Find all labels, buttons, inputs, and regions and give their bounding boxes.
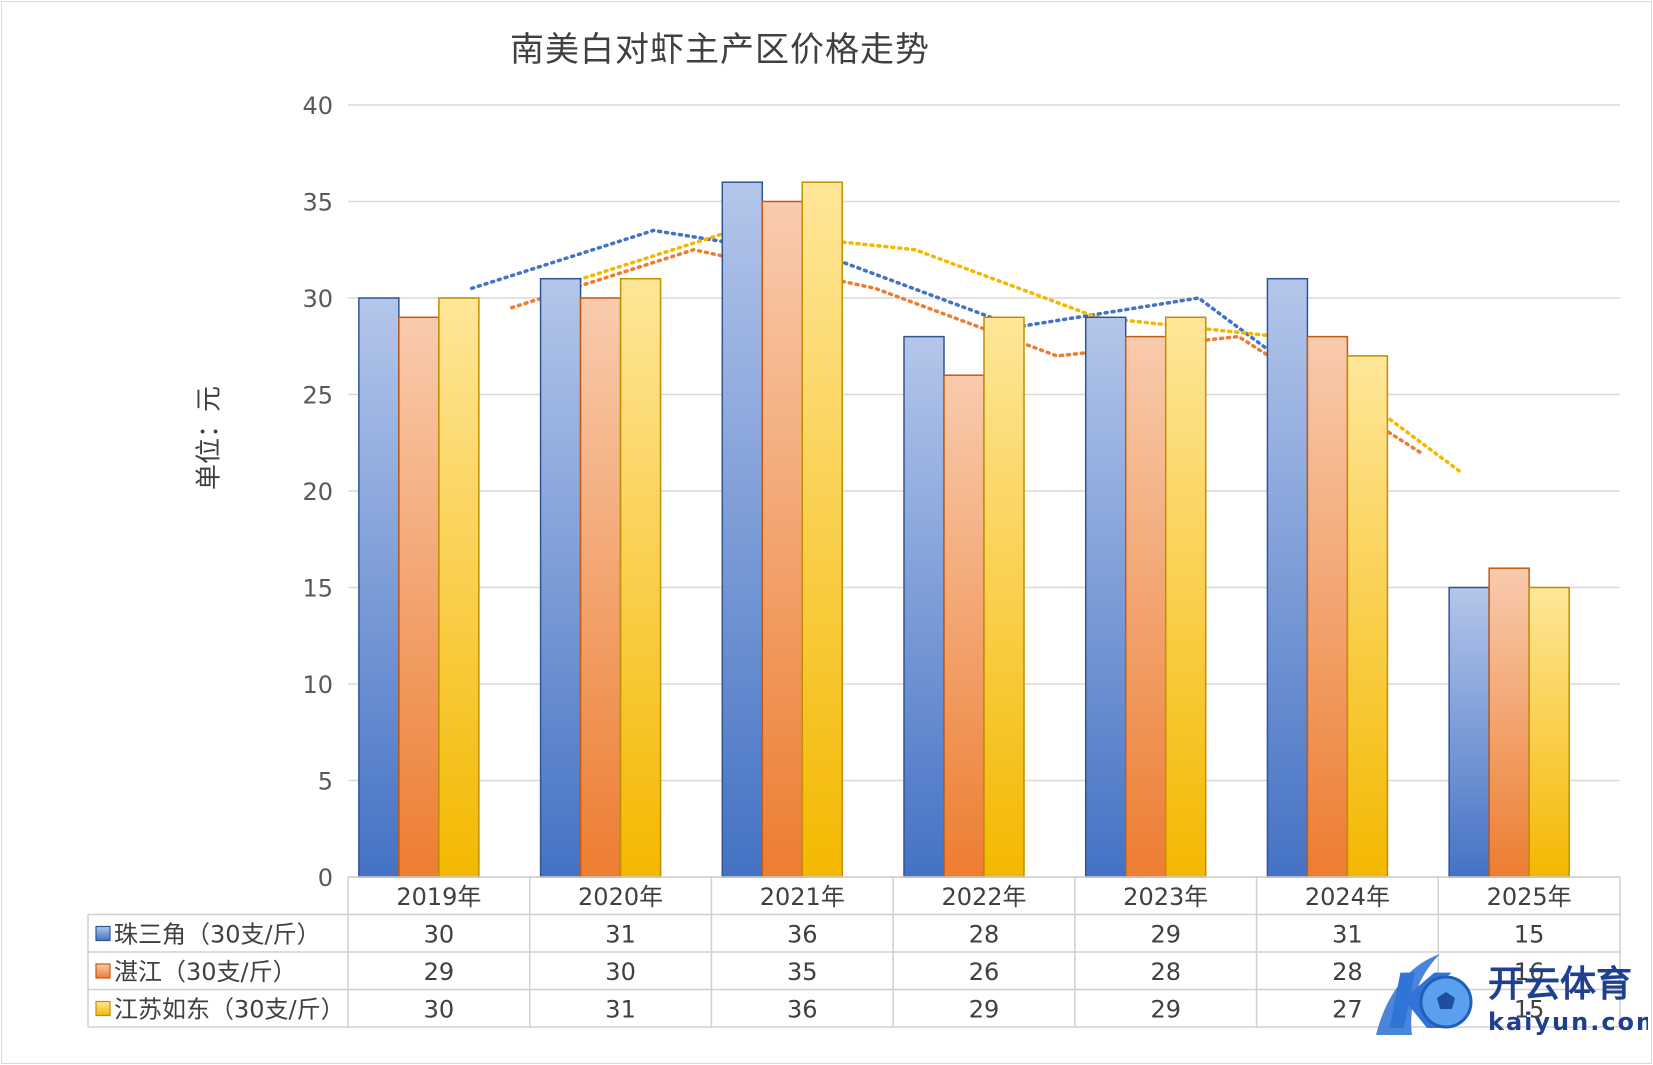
legend-entry: 江苏如东（30支/斤） bbox=[114, 996, 345, 1024]
data-label: 31 bbox=[1332, 921, 1363, 949]
x-tick-label: 2020年 bbox=[578, 883, 663, 911]
y-tick-label: 35 bbox=[302, 189, 333, 217]
y-tick-labels: 0 5 10 15 20 25 30 35 40 bbox=[302, 92, 333, 892]
watermark-logo: K 开云体育 kaiyun.com bbox=[1368, 940, 1653, 1050]
x-tick-label: 2023年 bbox=[1123, 883, 1208, 911]
bar bbox=[903, 335, 945, 878]
legend-entry: 珠三角（30支/斤） bbox=[114, 921, 321, 949]
trend-line bbox=[469, 228, 1383, 435]
data-label: 30 bbox=[424, 921, 455, 949]
bar bbox=[721, 181, 764, 878]
bar bbox=[1346, 355, 1389, 878]
data-label: 29 bbox=[424, 958, 455, 986]
data-label: 31 bbox=[605, 996, 636, 1024]
legend-key bbox=[95, 963, 111, 979]
data-label: 35 bbox=[787, 958, 818, 986]
data-label: 16 bbox=[1514, 958, 1545, 986]
y-tick-label: 5 bbox=[318, 768, 333, 796]
legend-key bbox=[95, 1000, 111, 1017]
x-tick-label: 2021年 bbox=[760, 883, 845, 911]
legend-entry: 湛江（30支/斤） bbox=[114, 958, 297, 986]
chart-title: 南美白对虾主产区价格走势 bbox=[510, 30, 930, 70]
legend-key bbox=[95, 925, 111, 942]
bar bbox=[579, 297, 622, 878]
data-label: 28 bbox=[969, 921, 1000, 949]
data-label: 15 bbox=[1514, 921, 1545, 949]
data-label: 30 bbox=[605, 958, 636, 986]
bar bbox=[1528, 586, 1570, 878]
bar bbox=[398, 316, 440, 878]
bar bbox=[358, 297, 400, 878]
bar bbox=[1448, 586, 1490, 878]
y-tick-label: 0 bbox=[318, 864, 333, 892]
trend-lines bbox=[469, 228, 1463, 474]
bar bbox=[438, 297, 480, 878]
data-label: 29 bbox=[969, 996, 1000, 1024]
y-tick-label: 40 bbox=[302, 92, 333, 120]
trend-line bbox=[549, 228, 1463, 474]
bar bbox=[801, 181, 844, 878]
data-label: 15 bbox=[1514, 996, 1545, 1024]
data-label: 36 bbox=[787, 921, 818, 949]
bar bbox=[1488, 567, 1530, 878]
bar bbox=[539, 277, 582, 878]
bar bbox=[983, 316, 1025, 878]
x-tick-label: 2024年 bbox=[1305, 883, 1390, 911]
logo-swoosh bbox=[1376, 954, 1440, 1035]
bars bbox=[358, 181, 1570, 878]
y-tick-label: 30 bbox=[302, 285, 333, 313]
data-label: 30 bbox=[424, 996, 455, 1024]
data-label: 36 bbox=[787, 996, 818, 1024]
y-tick-label: 25 bbox=[302, 382, 333, 410]
brand-name: 开云体育 bbox=[1488, 964, 1632, 1005]
bar bbox=[1266, 277, 1309, 878]
brand-domain: kaiyun.com bbox=[1488, 1008, 1648, 1036]
y-tick-label: 10 bbox=[302, 671, 333, 699]
data-table: 2019年 2020年 2021年 2022年 2023年 2024年 2025年珠三角（3… bbox=[87, 876, 1621, 1028]
data-label: 29 bbox=[1150, 921, 1181, 949]
data-label: 28 bbox=[1332, 958, 1363, 986]
x-tick-label: 2025年 bbox=[1487, 883, 1572, 911]
bar bbox=[943, 374, 985, 878]
data-label: 26 bbox=[969, 958, 1000, 986]
bar bbox=[1164, 316, 1207, 878]
bar bbox=[1124, 335, 1167, 878]
x-tick-label: 2019年 bbox=[396, 883, 481, 911]
bar bbox=[1084, 316, 1127, 878]
data-label: 28 bbox=[1150, 958, 1181, 986]
data-label: 27 bbox=[1332, 996, 1363, 1024]
y-tick-label: 15 bbox=[302, 575, 333, 603]
bar bbox=[761, 200, 804, 878]
data-label: 31 bbox=[605, 921, 636, 949]
bar bbox=[1306, 335, 1349, 878]
y-tick-label: 20 bbox=[302, 478, 333, 506]
bar bbox=[619, 277, 662, 878]
data-label: 29 bbox=[1150, 996, 1181, 1024]
x-tick-label: 2022年 bbox=[941, 883, 1026, 911]
